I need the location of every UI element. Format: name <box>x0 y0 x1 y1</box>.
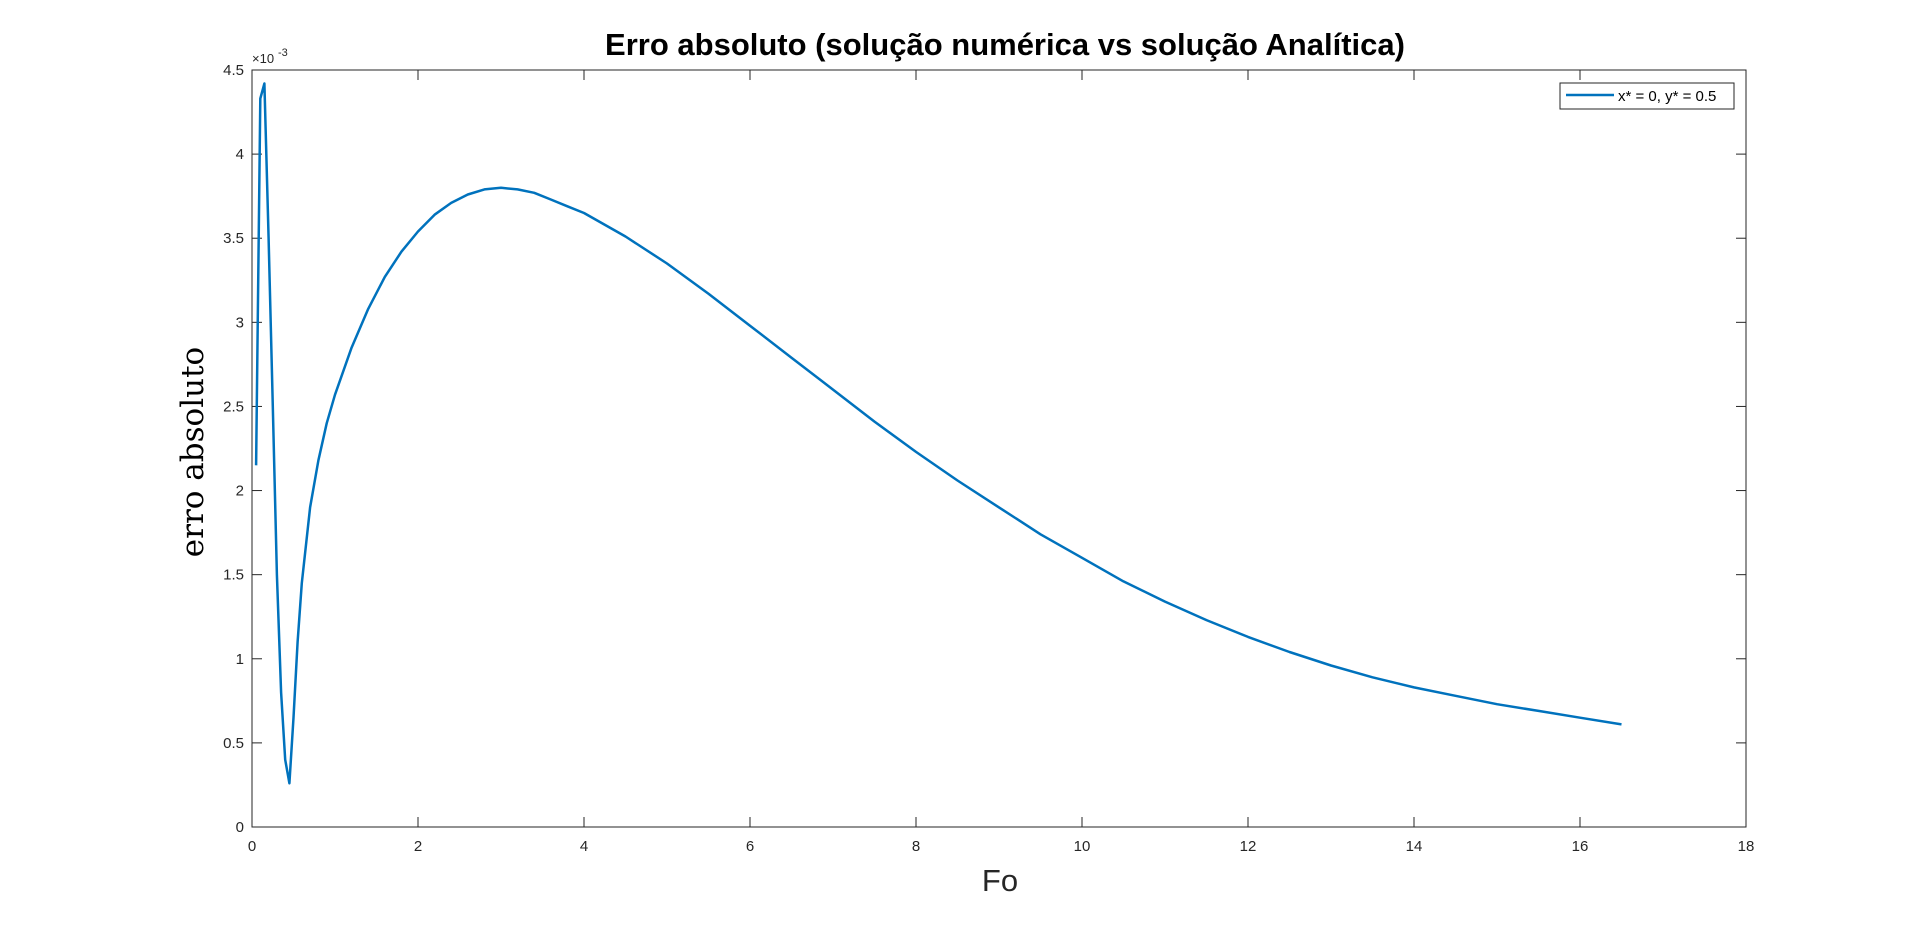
x-tick-label: 12 <box>1240 838 1257 855</box>
x-tick-label: 4 <box>580 838 588 855</box>
y-tick-label: 1.5 <box>223 567 244 584</box>
series-line <box>254 82 1622 785</box>
legend: x* = 0, y* = 0.5 <box>1559 82 1735 110</box>
y-tick-label: 3 <box>236 314 244 331</box>
y-tick-label: 4.5 <box>223 62 244 79</box>
y-exponent-power: -3 <box>278 47 288 59</box>
y-tick-label: 0 <box>236 819 244 836</box>
x-tick-label: 6 <box>746 838 754 855</box>
x-tick-label: 0 <box>248 838 256 855</box>
y-exponent-label: ×10 <box>252 51 274 66</box>
axes-box <box>251 69 1747 828</box>
plot-area: 0 2 4 6 8 10 12 14 16 18 0 0.5 1 1.5 2 2.5 3 3.5 4 4.5 <box>223 62 1754 855</box>
y-tick-label: 3.5 <box>223 230 244 247</box>
x-tick-label: 16 <box>1572 838 1589 855</box>
legend-entry: x* = 0, y* = 0.5 <box>1618 88 1716 105</box>
x-tick-label: 18 <box>1738 838 1755 855</box>
y-tick-label: 1 <box>236 651 244 668</box>
x-tick-label: 10 <box>1074 838 1091 855</box>
chart-title: Erro absoluto (solução numérica vs soluç… <box>605 27 1405 62</box>
y-tick-label: 4 <box>236 146 244 163</box>
x-tick-label: 8 <box>912 838 920 855</box>
x-axis-label: Fo <box>982 863 1018 898</box>
y-tick-label: 0.5 <box>223 735 244 752</box>
y-tick-label: 2 <box>236 483 244 500</box>
x-tick-label: 2 <box>414 838 422 855</box>
y-axis-label: erro absoluto <box>175 347 211 557</box>
x-tick-label: 14 <box>1406 838 1423 855</box>
y-tick-label: 2.5 <box>223 398 244 415</box>
